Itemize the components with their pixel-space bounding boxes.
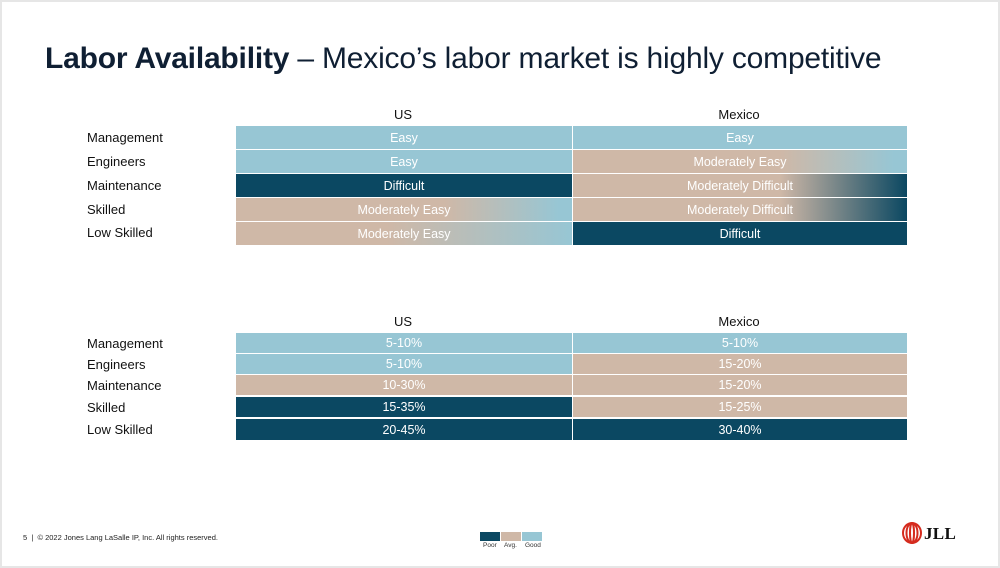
cell-mexico-low-skilled: Difficult	[573, 222, 907, 245]
title-rest: – Mexico’s labor market is highly compet…	[289, 42, 882, 75]
row-label-maintenance: Maintenance	[87, 178, 162, 193]
cell-mexico-low-skilled: 30-40%	[573, 419, 907, 440]
cell-mexico-management: Easy	[573, 126, 907, 149]
cell-us-low-skilled: 20-45%	[236, 419, 572, 440]
cell-mexico-skilled: Moderately Difficult	[573, 198, 907, 221]
legend-label-avg: Avg.	[504, 542, 517, 549]
row-label-engineers: Engineers	[87, 154, 146, 169]
cell-mexico-engineers: 15-20%	[573, 354, 907, 374]
row-label-skilled: Skilled	[87, 400, 126, 415]
legend-label-good: Good	[525, 542, 541, 549]
cell-us-engineers: Easy	[236, 150, 572, 173]
copyright-text: © 2022 Jones Lang LaSalle IP, Inc. All r…	[37, 533, 218, 542]
cell-mexico-maintenance: 15-20%	[573, 375, 907, 395]
legend-swatch-poor	[480, 532, 500, 541]
cell-us-low-skilled: Moderately Easy	[236, 222, 572, 245]
cell-mexico-management: 5-10%	[573, 333, 907, 353]
row-label-management: Management	[87, 130, 163, 145]
legend-swatch-avg	[501, 532, 521, 541]
jll-logo: JLL	[902, 522, 962, 546]
column-header-mexico: Mexico	[718, 107, 760, 122]
column-header-us: US	[393, 314, 413, 329]
row-label-management: Management	[87, 336, 163, 351]
legend-swatch-good	[522, 532, 542, 541]
cell-us-management: Easy	[236, 126, 572, 149]
row-label-skilled: Skilled	[87, 202, 126, 217]
cell-us-skilled: 15-35%	[236, 397, 572, 417]
cell-us-maintenance: 10-30%	[236, 375, 572, 395]
column-header-us: US	[393, 107, 413, 122]
column-header-mexico: Mexico	[718, 314, 760, 329]
footer: 5 | © 2022 Jones Lang LaSalle IP, Inc. A…	[23, 533, 218, 542]
legend-label-poor: Poor	[483, 542, 497, 549]
footer-separator: |	[31, 533, 34, 542]
cell-mexico-skilled: 15-25%	[573, 397, 907, 417]
page-number: 5	[23, 533, 28, 542]
row-label-low-skilled: Low Skilled	[87, 225, 153, 240]
jll-logo-icon	[902, 522, 922, 544]
cell-mexico-engineers: Moderately Easy	[573, 150, 907, 173]
jll-logo-text: JLL	[924, 524, 957, 543]
cell-us-management: 5-10%	[236, 333, 572, 353]
title-strong: Labor Availability	[45, 42, 290, 75]
row-label-maintenance: Maintenance	[87, 378, 162, 393]
cell-mexico-maintenance: Moderately Difficult	[573, 174, 907, 197]
cell-us-maintenance: Difficult	[236, 174, 572, 197]
cell-us-skilled: Moderately Easy	[236, 198, 572, 221]
page-title: Labor Availability – Mexico’s labor mark…	[45, 42, 882, 76]
row-label-low-skilled: Low Skilled	[87, 422, 153, 437]
row-label-engineers: Engineers	[87, 357, 146, 372]
cell-us-engineers: 5-10%	[236, 354, 572, 374]
